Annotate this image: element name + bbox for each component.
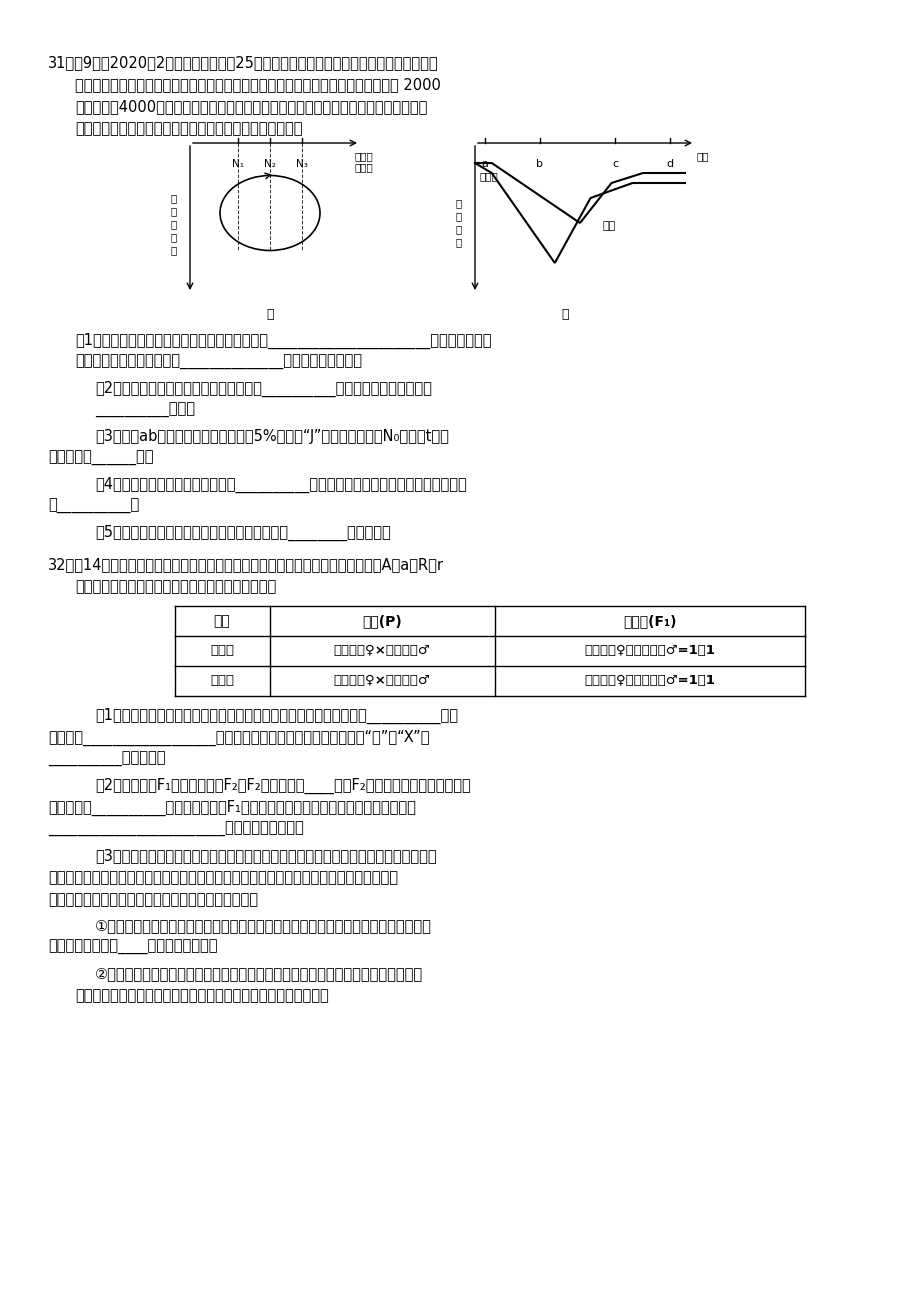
Text: 虫的数量提供依据，可采用______________法调查跳螈的密度。: 虫的数量提供依据，可采用______________法调查跳螈的密度。	[75, 355, 361, 370]
Text: 种: 种	[171, 206, 177, 216]
Text: 灰身红眼♀：灰身白眼♂=1：1: 灰身红眼♀：灰身白眼♂=1：1	[584, 674, 715, 687]
Text: __________染色体上。: __________染色体上。	[48, 753, 165, 767]
Text: N₂: N₂	[264, 159, 276, 169]
Text: 占的比例是__________。假如反交组的F₁雌果蝇中出现了一只白眼个体，其原因可能是: 占的比例是__________。假如反交组的F₁雌果蝇中出现了一只白眼个体，其原…	[48, 799, 415, 816]
Text: （2）正交组的F₁随机交配得到F₂，F₂的基因型有____种，F₂灰身红眼雌果蝇中纯合子所: （2）正交组的F₁随机交配得到F₂，F₂的基因型有____种，F₂灰身红眼雌果蝇…	[95, 779, 471, 794]
Text: 是__________。: 是__________。	[48, 499, 139, 514]
Text: （1）影响该地区蟠虫种群密度变化的直接因素是______________________，为了给控制蟠: （1）影响该地区蟠虫种群密度变化的直接因素是__________________…	[75, 333, 491, 349]
Text: 群数量: 群数量	[355, 161, 373, 172]
Text: 乙: 乙	[561, 309, 568, 322]
Text: 32．！14分）果蝇的灰身和黑身、红眼和白眼各为一对相对性状，等位基因分别用A、a和R、r: 32．！14分）果蝇的灰身和黑身、红眼和白眼各为一对相对性状，等位基因分别用A、…	[48, 557, 444, 572]
Text: 只鸭就能把4000亩地里的蟠虫进行有效控制。为研究蟠虫种群数量变化规律，该实验还: 只鸭就能把4000亩地里的蟠虫进行有效控制。为研究蟠虫种群数量变化规律，该实验还	[75, 99, 427, 115]
Text: 数: 数	[456, 224, 461, 234]
Text: （3）乙图ab时间段，若蟠虫每天增加5%，并呈“J”型增长，最初有N₀只，则t天后: （3）乙图ab时间段，若蟠虫每天增加5%，并呈“J”型增长，最初有N₀只，则t天…	[95, 428, 448, 444]
Text: （与眼色相关的基因均为隐性）测交，请预测实验结果得出结论。: （与眼色相关的基因均为隐性）测交，请预测实验结果得出结论。	[75, 988, 328, 1003]
Text: ②现有一杂合暗红色眼雄果蝇，但不能确定其基因型。现将该果蝇与多只隐性雌果蝇: ②现有一杂合暗红色眼雄果蝇，但不能确定其基因型。现将该果蝇与多只隐性雌果蝇	[95, 966, 423, 980]
Text: 种: 种	[456, 198, 461, 208]
Text: 蟠虫: 蟠虫	[602, 221, 616, 230]
Text: 群: 群	[171, 219, 177, 229]
Text: N₁: N₁	[232, 159, 244, 169]
Text: 组别: 组别	[213, 615, 230, 628]
Text: （3）果蝇的眼色受多对等位基因控制，当每对等位基因中均有显性基因时眼色表现为暗: （3）果蝇的眼色受多对等位基因控制，当每对等位基因中均有显性基因时眼色表现为暗	[95, 848, 437, 863]
Text: b: b	[536, 159, 543, 169]
Text: 鸭: 鸭	[171, 193, 177, 203]
Text: （4）在稻田里的鸭处于食物链的第__________营养级。能量在食物链中逐级传递的形式: （4）在稻田里的鸭处于食物链的第__________营养级。能量在食物链中逐级传…	[95, 477, 466, 493]
Text: 甲: 甲	[266, 309, 274, 322]
Text: 黑身白眼♀×灰身红眼♂: 黑身白眼♀×灰身红眼♂	[334, 674, 430, 687]
Text: （5）若利用昆虫信息素诽捕蟠虫防治蟠灾，属于________防治方法。: （5）若利用昆虫信息素诽捕蟠虫防治蟠灾，属于________防治方法。	[95, 525, 391, 542]
Text: ①实验发现的隐性突变群体中，若任意两个隐性突变群体个体间的杂交后代都是暗红色: ①实验发现的隐性突变群体中，若任意两个隐性突变群体个体间的杂交后代都是暗红色	[95, 918, 431, 934]
Text: a: a	[481, 159, 488, 169]
Text: 建立了如下图所示的两个模型甲、乙，据图回答下列问题。: 建立了如下图所示的两个模型甲、乙，据图回答下列问题。	[75, 121, 302, 135]
Text: c: c	[611, 159, 618, 169]
Text: 断依据是__________________。控制红眼、白眼的等位基因位于（填“常”或“X”）: 断依据是__________________。控制红眼、白眼的等位基因位于（填“…	[48, 730, 429, 746]
Text: （1）根据上述实验可判断出：灰身、黑身这对相对性状中显性性状为__________，判: （1）根据上述实验可判断出：灰身、黑身这对相对性状中显性性状为_________…	[95, 708, 458, 724]
Text: 反交组: 反交组	[210, 674, 233, 687]
Text: 灰身红眼♀×黑身白眼♂: 灰身红眼♀×黑身白眼♂	[334, 644, 430, 658]
Text: 合子，相关基因均位于常染色体中的非同源染色体上。: 合子，相关基因均位于常染色体中的非同源染色体上。	[48, 892, 257, 907]
Text: 红色。现发现三个隐性突变群体，眼色表现分别为白色、朱红色、棕色，这三个群体均为纯: 红色。现发现三个隐性突变群体，眼色表现分别为白色、朱红色、棕色，这三个群体均为纯	[48, 870, 398, 885]
Text: 种群数量为______只。: 种群数量为______只。	[48, 450, 153, 466]
Text: ________________________（答出两点即可）。: ________________________（答出两点即可）。	[48, 822, 303, 837]
Text: 数: 数	[171, 232, 177, 242]
Text: 正交组: 正交组	[210, 644, 233, 658]
Text: __________模型。: __________模型。	[95, 404, 195, 418]
Text: 表示。研究小组做了如下杂交实验，回答下列问题：: 表示。研究小组做了如下杂交实验，回答下列问题：	[75, 579, 276, 594]
Text: （2）曲线甲变化反映了鸭和蟠虫间存在的__________调节机制，曲线甲是一种: （2）曲线甲变化反映了鸭和蟠虫间存在的__________调节机制，曲线甲是一种	[95, 381, 431, 397]
Text: 时间: 时间	[697, 151, 709, 161]
Text: 群: 群	[456, 211, 461, 221]
Text: d: d	[665, 159, 673, 169]
Text: 眼，则眼色至少受____对等位基因控制。: 眼，则眼色至少受____对等位基因控制。	[48, 940, 217, 956]
Text: 备受关注。某地区曾做过一项实验，将大量的鸭子引入农田捕食水稺蟠虫，结果仅需 2000: 备受关注。某地区曾做过一项实验，将大量的鸭子引入农田捕食水稺蟠虫，结果仅需 20…	[75, 77, 440, 92]
Text: 蟠虫种: 蟠虫种	[355, 151, 373, 161]
Text: N₃: N₃	[296, 159, 308, 169]
Text: 31．（9分）2020年2月，东非地区发生25年来最严重蟠灾，民众深陷缺粮窨境，治蟠问题: 31．（9分）2020年2月，东非地区发生25年来最严重蟠灾，民众深陷缺粮窨境，…	[48, 55, 438, 70]
Text: 引入鸭: 引入鸭	[480, 171, 498, 181]
Text: 亲代(P): 亲代(P)	[362, 615, 402, 628]
Text: 量: 量	[456, 237, 461, 247]
Text: 量: 量	[171, 245, 177, 255]
Text: 子一代(F₁): 子一代(F₁)	[622, 615, 676, 628]
Text: 灰身红眼♀：灰身红眼♂=1：1: 灰身红眼♀：灰身红眼♂=1：1	[584, 644, 715, 658]
